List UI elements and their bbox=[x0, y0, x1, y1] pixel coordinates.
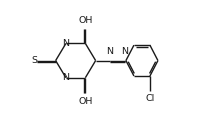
Text: OH: OH bbox=[78, 16, 92, 25]
Text: Cl: Cl bbox=[145, 94, 155, 103]
Text: N: N bbox=[121, 47, 128, 56]
Text: N: N bbox=[106, 47, 114, 56]
Text: N: N bbox=[62, 39, 69, 48]
Text: N: N bbox=[62, 73, 69, 82]
Text: OH: OH bbox=[78, 97, 92, 106]
Text: S: S bbox=[31, 56, 37, 65]
